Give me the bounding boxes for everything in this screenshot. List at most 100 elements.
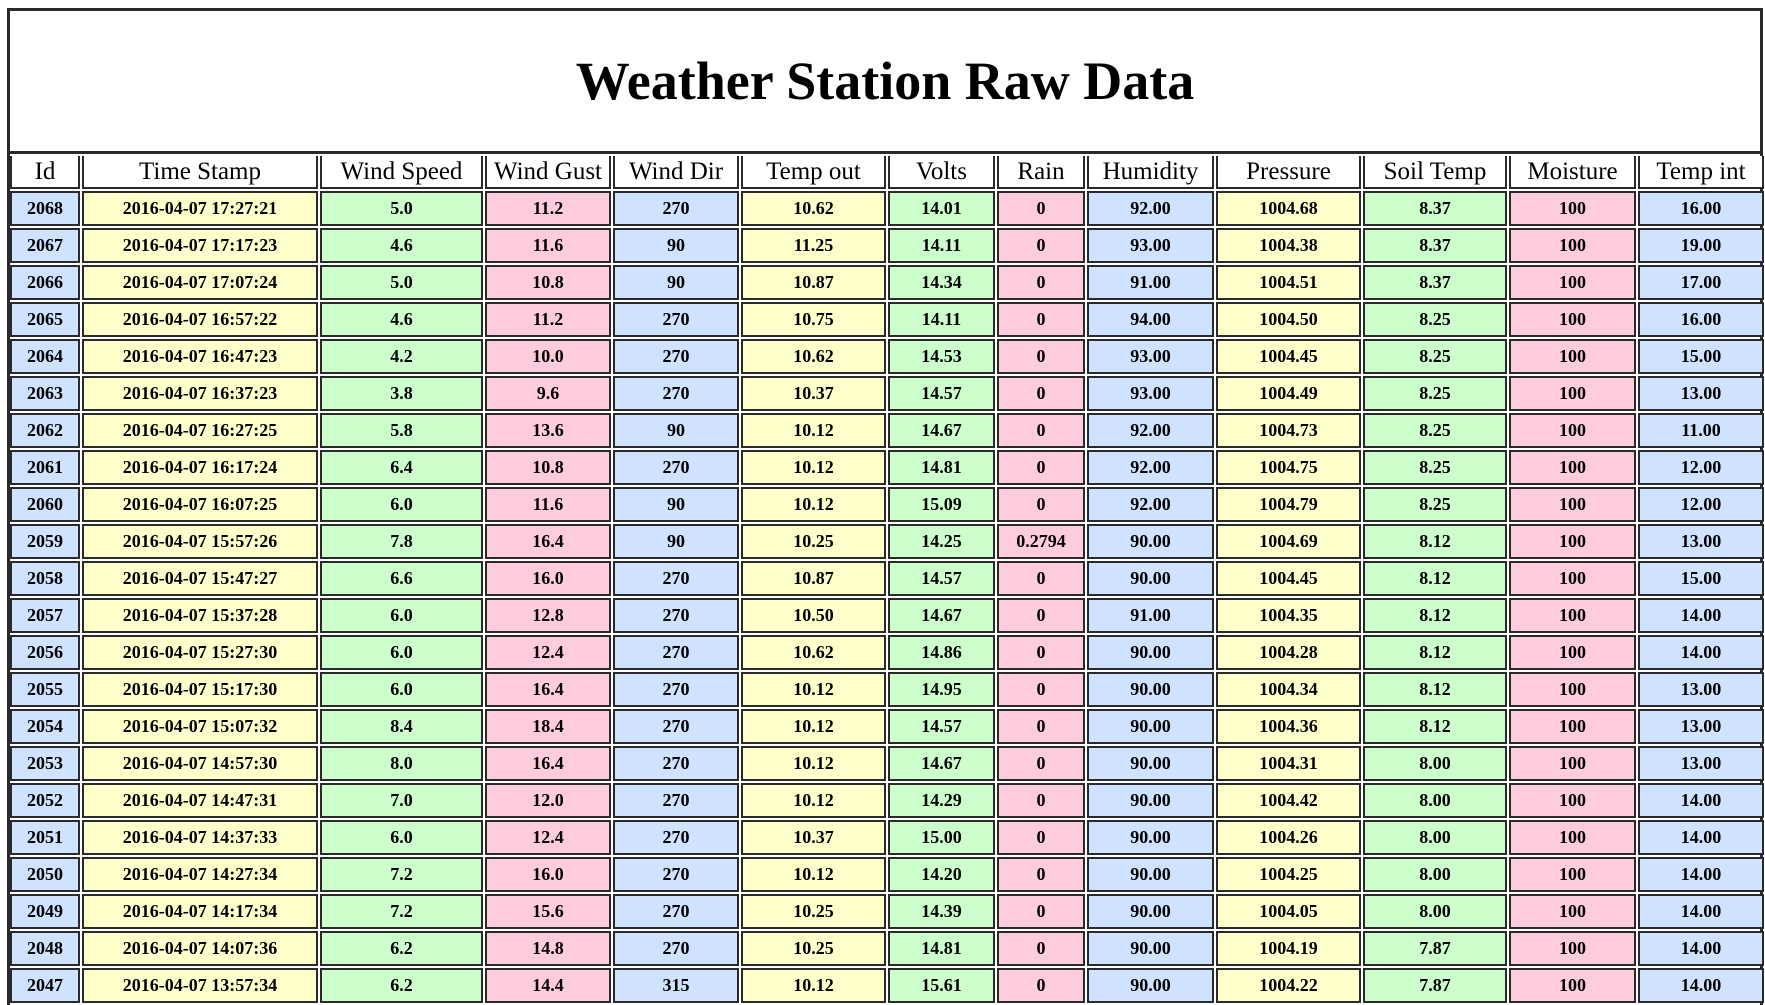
header-row: Id Time Stamp Wind Speed Wind Gust Wind Dir T… <box>10 156 1764 189</box>
table-cell: 13.00 <box>1638 376 1764 411</box>
table-cell: 10.12 <box>741 746 886 781</box>
table-cell: 90.00 <box>1087 783 1214 818</box>
table-cell: 8.12 <box>1363 524 1507 559</box>
table-cell: 4.2 <box>320 339 483 374</box>
table-cell: 1004.05 <box>1216 894 1361 929</box>
table-row: 2059 2016-04-07 15:57:26 7.8 16.4 90 10.25 14.… <box>10 524 1764 559</box>
table-row: 2048 2016-04-07 14:07:36 6.2 14.8 270 10.25 14… <box>10 931 1764 966</box>
table-row: 2057 2016-04-07 15:37:28 6.0 12.8 270 10.50 14… <box>10 598 1764 633</box>
table-cell: 2016-04-07 13:57:34 <box>82 968 318 1003</box>
table-cell: 19.00 <box>1638 228 1764 263</box>
table-cell: 2016-04-07 14:57:30 <box>82 746 318 781</box>
table-cell: 6.0 <box>320 672 483 707</box>
column-header: Wind Speed <box>320 156 483 189</box>
table-cell: 14.11 <box>888 228 995 263</box>
table-cell: 270 <box>613 561 739 596</box>
table-cell: 100 <box>1509 894 1636 929</box>
table-cell: 100 <box>1509 709 1636 744</box>
table-cell: 0 <box>997 598 1085 633</box>
table-cell: 1004.25 <box>1216 857 1361 892</box>
table-row: 2058 2016-04-07 15:47:27 6.6 16.0 270 10.87 14… <box>10 561 1764 596</box>
table-cell: 2016-04-07 17:17:23 <box>82 228 318 263</box>
table-cell: 0.2794 <box>997 524 1085 559</box>
table-cell: 2016-04-07 17:27:21 <box>82 191 318 226</box>
table-cell: 1004.31 <box>1216 746 1361 781</box>
table-cell: 2016-04-07 17:07:24 <box>82 265 318 300</box>
table-cell: 90.00 <box>1087 931 1214 966</box>
table-cell: 93.00 <box>1087 376 1214 411</box>
table-cell: 1004.49 <box>1216 376 1361 411</box>
table-cell: 14.81 <box>888 450 995 485</box>
table-row: 2056 2016-04-07 15:27:30 6.0 12.4 270 10.62 14… <box>10 635 1764 670</box>
table-cell: 9.6 <box>485 376 611 411</box>
table-cell: 14.57 <box>888 709 995 744</box>
table-cell: 14.53 <box>888 339 995 374</box>
table-cell: 14.20 <box>888 857 995 892</box>
table-cell: 2016-04-07 15:17:30 <box>82 672 318 707</box>
table-cell: 10.62 <box>741 191 886 226</box>
table-cell: 12.00 <box>1638 450 1764 485</box>
table-cell: 14.34 <box>888 265 995 300</box>
table-cell: 8.25 <box>1363 376 1507 411</box>
table-cell: 8.00 <box>1363 857 1507 892</box>
table-cell: 2053 <box>10 746 80 781</box>
table-cell: 2016-04-07 14:27:34 <box>82 857 318 892</box>
table-cell: 0 <box>997 339 1085 374</box>
table-cell: 5.0 <box>320 191 483 226</box>
table-cell: 10.87 <box>741 561 886 596</box>
table-cell: 14.81 <box>888 931 995 966</box>
table-cell: 11.2 <box>485 302 611 337</box>
column-header: Volts <box>888 156 995 189</box>
table-row: 2051 2016-04-07 14:37:33 6.0 12.4 270 10.37 15… <box>10 820 1764 855</box>
table-row: 2068 2016-04-07 17:27:21 5.0 11.2 270 10.62 14… <box>10 191 1764 226</box>
table-cell: 14.8 <box>485 931 611 966</box>
table-cell: 2016-04-07 16:17:24 <box>82 450 318 485</box>
table-cell: 2049 <box>10 894 80 929</box>
table-cell: 100 <box>1509 376 1636 411</box>
table-row: 2067 2016-04-07 17:17:23 4.6 11.6 90 11.25 14.… <box>10 228 1764 263</box>
table-cell: 8.00 <box>1363 746 1507 781</box>
table-cell: 270 <box>613 191 739 226</box>
table-cell: 0 <box>997 968 1085 1003</box>
table-row: 2062 2016-04-07 16:27:25 5.8 13.6 90 10.12 14.… <box>10 413 1764 448</box>
table-row: 2053 2016-04-07 14:57:30 8.0 16.4 270 10.12 14… <box>10 746 1764 781</box>
table-cell: 270 <box>613 302 739 337</box>
table-cell: 8.25 <box>1363 339 1507 374</box>
table-cell: 10.12 <box>741 709 886 744</box>
table-cell: 11.2 <box>485 191 611 226</box>
table-cell: 12.00 <box>1638 487 1764 522</box>
table-cell: 2016-04-07 15:07:32 <box>82 709 318 744</box>
table-cell: 1004.69 <box>1216 524 1361 559</box>
column-header: Moisture <box>1509 156 1636 189</box>
table-cell: 14.00 <box>1638 598 1764 633</box>
table-cell: 8.12 <box>1363 672 1507 707</box>
table-cell: 100 <box>1509 746 1636 781</box>
table-cell: 10.62 <box>741 339 886 374</box>
table-cell: 0 <box>997 635 1085 670</box>
table-cell: 1004.50 <box>1216 302 1361 337</box>
table-cell: 8.25 <box>1363 302 1507 337</box>
table-row: 2064 2016-04-07 16:47:23 4.2 10.0 270 10.62 14… <box>10 339 1764 374</box>
table-cell: 0 <box>997 857 1085 892</box>
table-cell: 270 <box>613 894 739 929</box>
table-cell: 13.00 <box>1638 709 1764 744</box>
table-cell: 90.00 <box>1087 894 1214 929</box>
table-cell: 13.00 <box>1638 524 1764 559</box>
table-cell: 6.6 <box>320 561 483 596</box>
table-cell: 6.0 <box>320 820 483 855</box>
column-header: Temp out <box>741 156 886 189</box>
table-cell: 1004.51 <box>1216 265 1361 300</box>
table-cell: 2016-04-07 16:37:23 <box>82 376 318 411</box>
table-cell: 270 <box>613 672 739 707</box>
table-cell: 7.87 <box>1363 931 1507 966</box>
table-cell: 16.00 <box>1638 191 1764 226</box>
table-cell: 270 <box>613 339 739 374</box>
column-header: Rain <box>997 156 1085 189</box>
table-cell: 0 <box>997 561 1085 596</box>
table-cell: 10.12 <box>741 968 886 1003</box>
table-cell: 90.00 <box>1087 561 1214 596</box>
table-cell: 2050 <box>10 857 80 892</box>
report-title: Weather Station Raw Data <box>10 11 1760 154</box>
table-cell: 1004.36 <box>1216 709 1361 744</box>
column-header: Time Stamp <box>82 156 318 189</box>
